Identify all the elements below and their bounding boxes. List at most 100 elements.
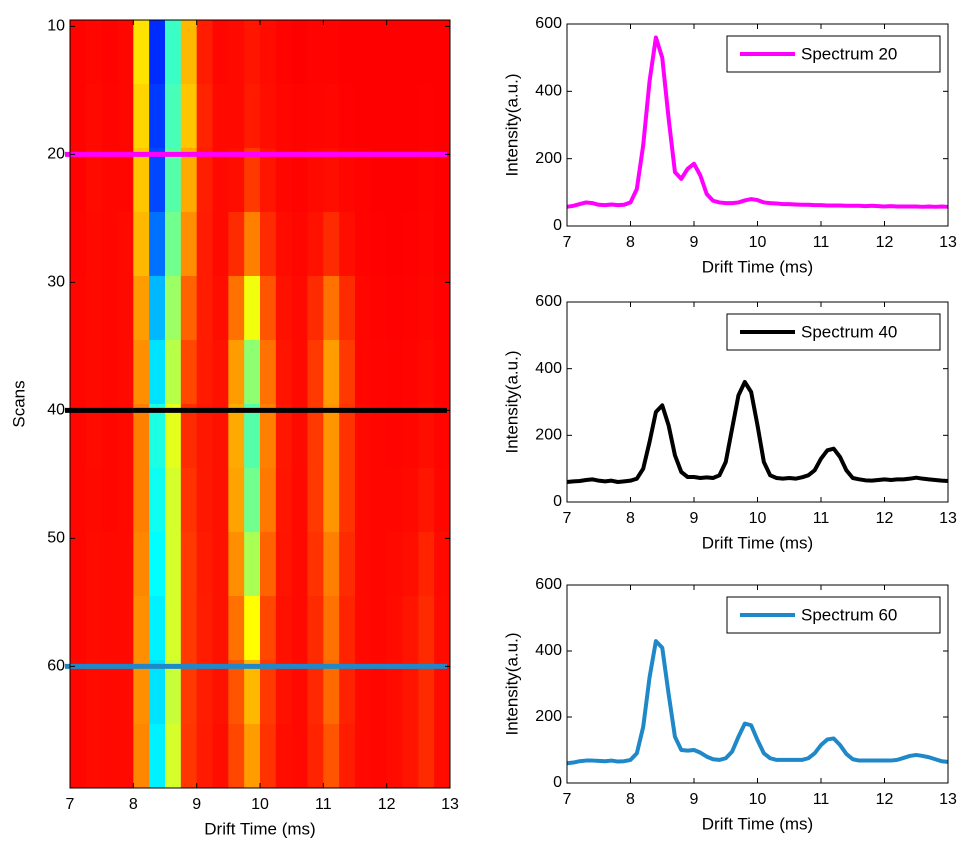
heatmap-cell — [386, 404, 403, 469]
spectrum-line — [566, 380, 949, 484]
heatmap-cell — [291, 532, 308, 597]
heatmap-cell — [275, 20, 293, 85]
heatmap-cell — [70, 724, 87, 789]
heatmap-cell — [133, 724, 150, 789]
heatmap-cell — [260, 276, 277, 341]
heatmap-cell — [117, 20, 134, 85]
heatmap-cell — [244, 84, 261, 149]
heatmap-cell — [307, 276, 324, 341]
heatmap-cell — [165, 724, 182, 789]
heatmap-cell — [85, 596, 103, 661]
heatmap-cell — [228, 660, 245, 725]
heatmap-cell — [291, 276, 308, 341]
heatmap-cell — [244, 468, 261, 533]
heatmap-cell — [370, 148, 388, 213]
x-tick-label: 12 — [378, 796, 396, 813]
heatmap-cell — [70, 276, 87, 341]
heatmap-cell — [418, 148, 435, 213]
x-tick-label: 11 — [813, 791, 830, 808]
heatmap-cell — [386, 660, 403, 725]
y-tick-label: 200 — [535, 427, 562, 444]
heatmap-cell — [291, 660, 308, 725]
heatmap-cell — [355, 340, 372, 405]
heatmap-cell — [165, 532, 182, 597]
x-tick-label: 13 — [441, 796, 459, 813]
heatmap-cell — [180, 532, 198, 597]
heatmap-cell — [386, 724, 403, 789]
heatmap-cell — [370, 340, 388, 405]
heatmap-cell — [149, 84, 166, 149]
heatmap-cell — [402, 340, 419, 405]
heatmap-cell — [212, 724, 229, 789]
heatmap-cell — [291, 596, 308, 661]
heatmap-cell — [165, 404, 182, 469]
heatmap-cell — [402, 596, 419, 661]
x-tick-label: 8 — [626, 791, 635, 808]
heatmap-cell — [291, 84, 308, 149]
heatmap-cell — [212, 532, 229, 597]
x-axis-label: Drift Time (ms) — [702, 257, 813, 276]
heatmap-cell — [165, 468, 182, 533]
heatmap-cell — [355, 660, 372, 725]
heatmap-cell — [275, 212, 293, 277]
y-tick-label: 50 — [47, 530, 65, 547]
heatmap-cell — [228, 596, 245, 661]
heatmap-cell — [275, 532, 293, 597]
heatmap-cell — [307, 148, 324, 213]
heatmap-cell — [418, 340, 435, 405]
heatmap-cell — [386, 596, 403, 661]
heatmap-cell — [117, 212, 134, 277]
heatmap-cell — [244, 148, 261, 213]
heatmap-cell — [244, 276, 261, 341]
heatmap-cell — [70, 596, 87, 661]
heatmap-cell — [228, 404, 245, 469]
heatmap-cell — [370, 276, 388, 341]
heatmap-cell — [228, 724, 245, 789]
heatmap-cell — [149, 724, 166, 789]
heatmap-cell — [355, 276, 372, 341]
y-tick-label: 0 — [553, 217, 562, 234]
heatmap-cell — [101, 20, 118, 85]
y-tick-label: 400 — [535, 360, 562, 377]
heatmap-cell — [386, 276, 403, 341]
heatmap-cell — [307, 724, 324, 789]
y-tick-label: 0 — [553, 774, 562, 791]
heatmap-cell — [101, 212, 118, 277]
heatmap-cell — [165, 340, 182, 405]
heatmap-cell — [418, 532, 435, 597]
x-tick-label: 7 — [563, 510, 572, 527]
heatmap-cell — [339, 84, 356, 149]
heatmap-cell — [370, 404, 388, 469]
heatmap-cell — [386, 84, 403, 149]
y-tick-label: 400 — [535, 642, 562, 659]
heatmap-cell — [228, 340, 245, 405]
heatmap-cell — [85, 340, 103, 405]
heatmap-cell — [244, 404, 261, 469]
y-axis-label: Intensity(a.u.) — [502, 74, 521, 177]
heatmap-cell — [434, 212, 451, 277]
x-tick-label: 8 — [129, 796, 138, 813]
heatmap-cell — [165, 660, 182, 725]
heatmap-cell — [434, 596, 451, 661]
heatmap-cell — [133, 84, 150, 149]
spectrum-line — [566, 35, 949, 209]
heatmap-cell — [228, 148, 245, 213]
heatmap-cell — [275, 276, 293, 341]
heatmap-cell — [149, 340, 166, 405]
heatmap-cell — [196, 340, 213, 405]
heatmap-cell — [101, 148, 118, 213]
heatmap-cell — [180, 212, 198, 277]
heatmap-cell — [307, 212, 324, 277]
heatmap-cell — [244, 532, 261, 597]
heatmap-cell — [339, 148, 356, 213]
heatmap-cell — [386, 532, 403, 597]
heatmap-cell — [291, 724, 308, 789]
y-tick-label: 0 — [553, 493, 562, 510]
heatmap-cell — [244, 660, 261, 725]
heatmap-cell — [402, 212, 419, 277]
heatmap-cell — [418, 276, 435, 341]
heatmap-cell — [196, 84, 213, 149]
heatmap-cell — [180, 276, 198, 341]
heatmap-cell — [149, 404, 166, 469]
heatmap-cell — [165, 212, 182, 277]
